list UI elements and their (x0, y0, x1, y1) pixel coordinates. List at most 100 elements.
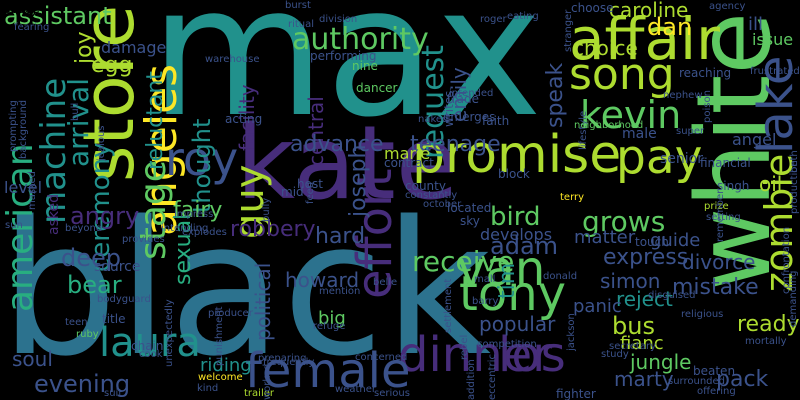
cloud-word: cook (139, 349, 163, 360)
cloud-word: receive (412, 245, 515, 278)
cloud-word: preparing (258, 353, 307, 364)
cloud-word: constantly (405, 190, 458, 201)
cloud-word: barry (472, 296, 499, 307)
cloud-word: serious (374, 388, 410, 399)
cloud-word: fianc (620, 333, 664, 354)
cloud-word: nine (352, 59, 378, 73)
cloud-word: van (457, 241, 546, 297)
cloud-word: mention (319, 286, 361, 297)
cloud-word: sun (5, 220, 23, 231)
cloud-word: max (150, 0, 543, 157)
cloud-word: fearing (14, 22, 50, 33)
cloud-word: howard (285, 268, 360, 292)
cloud-word: emerges (443, 110, 496, 124)
cloud-word: jealous (96, 125, 107, 161)
cloud-word: masked (27, 170, 38, 210)
cloud-word: prize (704, 201, 729, 212)
cloud-word: choose (571, 1, 614, 15)
cloud-word: eating (507, 11, 539, 22)
cloud-word: grows (582, 205, 666, 238)
cloud-word: adam (490, 232, 559, 260)
cloud-word: dancer (356, 81, 398, 95)
cloud-word: neighborhood (574, 120, 644, 131)
cloud-word: senior (660, 151, 703, 167)
cloud-word: dan (647, 13, 693, 41)
cloud-word: eccentric (487, 354, 498, 400)
cloud-word: hard (315, 224, 366, 249)
cloud-word: teenage (410, 132, 501, 157)
cloud-word: stranger (563, 9, 574, 52)
cloud-word: black (0, 181, 492, 397)
cloud-word: bird (490, 202, 541, 232)
cloud-word: located (447, 201, 492, 215)
cloud-word: beaten (693, 364, 736, 378)
cloud-word: division (319, 14, 358, 25)
cloud-word: explodes (182, 227, 227, 238)
cloud-word: fighter (556, 387, 596, 400)
cloud-word: drag (0, 0, 37, 17)
cloud-word: rebel (459, 334, 470, 360)
cloud-word: edge (0, 0, 40, 17)
cloud-word: jungle (630, 350, 692, 374)
cloud-word: religious (681, 309, 724, 320)
cloud-word: oil (759, 172, 783, 196)
cloud-word: terry (560, 192, 585, 203)
cloud-word: trade (447, 92, 479, 106)
cloud-word: touch (635, 235, 669, 249)
cloud-word: choice (573, 36, 638, 60)
cloud-word: acting (225, 112, 263, 126)
cloud-word: popular (479, 312, 556, 336)
cloud-word: issue (752, 30, 794, 49)
cloud-word: performing (310, 49, 377, 63)
cloud-word: remember (715, 189, 726, 242)
cloud-word: riding (200, 355, 252, 376)
cloud-word: frequently (263, 357, 315, 368)
cloud-word: intended (449, 88, 494, 99)
cloud-word: affair (569, 5, 721, 73)
cloud-word: producer (208, 308, 253, 319)
cloud-word: male (622, 126, 657, 142)
cloud-word: guide (650, 230, 701, 251)
cloud-word: frustrated (750, 66, 800, 77)
cloud-word: addition (466, 359, 477, 400)
cloud-word: refuge (313, 321, 346, 332)
cloud-word: political (251, 262, 275, 341)
cloud-word: jackson (566, 313, 577, 351)
cloud-word: pay (616, 130, 703, 185)
cloud-word: donald (543, 271, 578, 282)
cloud-word: promise (412, 125, 622, 185)
cloud-word: disguised (648, 290, 696, 301)
cloud-word: reaching (679, 66, 732, 80)
cloud-word: block (498, 167, 530, 181)
cloud-word: trailer (244, 388, 274, 399)
cloud-word: joy (72, 31, 97, 64)
cloud-word: ill (748, 14, 764, 35)
cloud-word: settlement (443, 278, 454, 333)
cloud-word: female (245, 343, 411, 399)
cloud-word: host (297, 177, 323, 191)
cloud-word: marty (614, 367, 674, 391)
cloud-word: intending (161, 223, 209, 234)
cloud-word: kevin (580, 93, 682, 137)
cloud-word: sky (460, 214, 480, 228)
cloud-word: express (603, 245, 689, 270)
cloud-word: deep (61, 244, 121, 272)
cloud-word: background (18, 99, 29, 159)
cloud-word: big (318, 308, 346, 329)
cloud-word: egg (91, 53, 133, 78)
cloud-word: reluctant (143, 71, 168, 170)
cloud-word: title (102, 312, 126, 326)
cloud-word: roy (165, 132, 239, 186)
cloud-word: stage (133, 160, 174, 260)
cloud-word: angel (732, 130, 777, 149)
cloud-word: impress (174, 209, 214, 220)
cloud-word: asked (46, 194, 62, 235)
cloud-word: angry (70, 202, 140, 230)
cloud-word: assistant (4, 2, 112, 30)
cloud-word: mall (474, 274, 496, 285)
cloud-word: matter (574, 227, 636, 248)
cloud-word: bear (67, 271, 122, 299)
cloud-word: tony (459, 266, 567, 322)
cloud-word: october (423, 199, 462, 210)
